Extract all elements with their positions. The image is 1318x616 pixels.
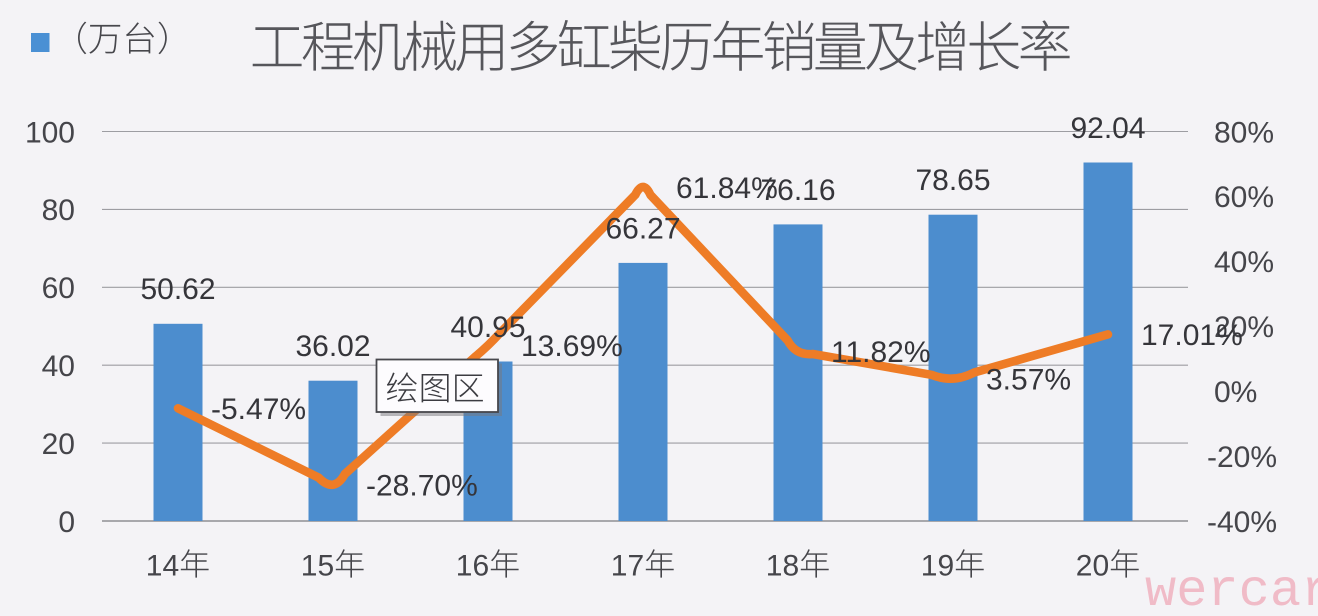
svg-text:80%: 80% [1214, 116, 1274, 149]
svg-text:20: 20 [1076, 549, 1109, 582]
svg-text:-5.47%: -5.47% [211, 393, 306, 426]
svg-text:0: 0 [58, 506, 75, 539]
svg-text:13.69%: 13.69% [521, 330, 623, 363]
svg-text:17: 17 [611, 549, 644, 582]
svg-text:92.04: 92.04 [1070, 112, 1145, 145]
svg-text:60%: 60% [1214, 181, 1274, 214]
svg-text:20: 20 [42, 428, 75, 461]
svg-text:-40%: -40% [1207, 506, 1277, 539]
svg-text:60: 60 [42, 272, 75, 305]
svg-text:50.62: 50.62 [140, 273, 215, 306]
svg-text:36.02: 36.02 [295, 330, 370, 363]
svg-text:18: 18 [766, 549, 799, 582]
svg-text:11.82%: 11.82% [831, 336, 931, 369]
svg-text:76.16: 76.16 [760, 174, 835, 207]
svg-text:40: 40 [42, 350, 75, 383]
svg-text:14: 14 [146, 549, 179, 582]
svg-text:80: 80 [42, 194, 75, 227]
svg-text:19: 19 [921, 549, 954, 582]
svg-text:61.84%: 61.84% [676, 172, 778, 205]
svg-text:78.65: 78.65 [915, 164, 990, 197]
svg-text:66.27: 66.27 [605, 212, 680, 245]
svg-text:40.95: 40.95 [450, 311, 525, 344]
svg-text:3.57%: 3.57% [986, 363, 1071, 396]
svg-text:16: 16 [456, 549, 489, 582]
svg-text:-20%: -20% [1207, 441, 1277, 474]
svg-text:0%: 0% [1214, 376, 1257, 409]
svg-text:40%: 40% [1214, 246, 1274, 279]
svg-text:-28.70%: -28.70% [366, 470, 478, 503]
svg-text:20%: 20% [1214, 311, 1274, 344]
svg-text:17.01%: 17.01% [1141, 319, 1243, 352]
svg-text:wercar: wercar [1145, 562, 1318, 616]
svg-text:15: 15 [301, 549, 334, 582]
svg-text:100: 100 [25, 116, 75, 149]
